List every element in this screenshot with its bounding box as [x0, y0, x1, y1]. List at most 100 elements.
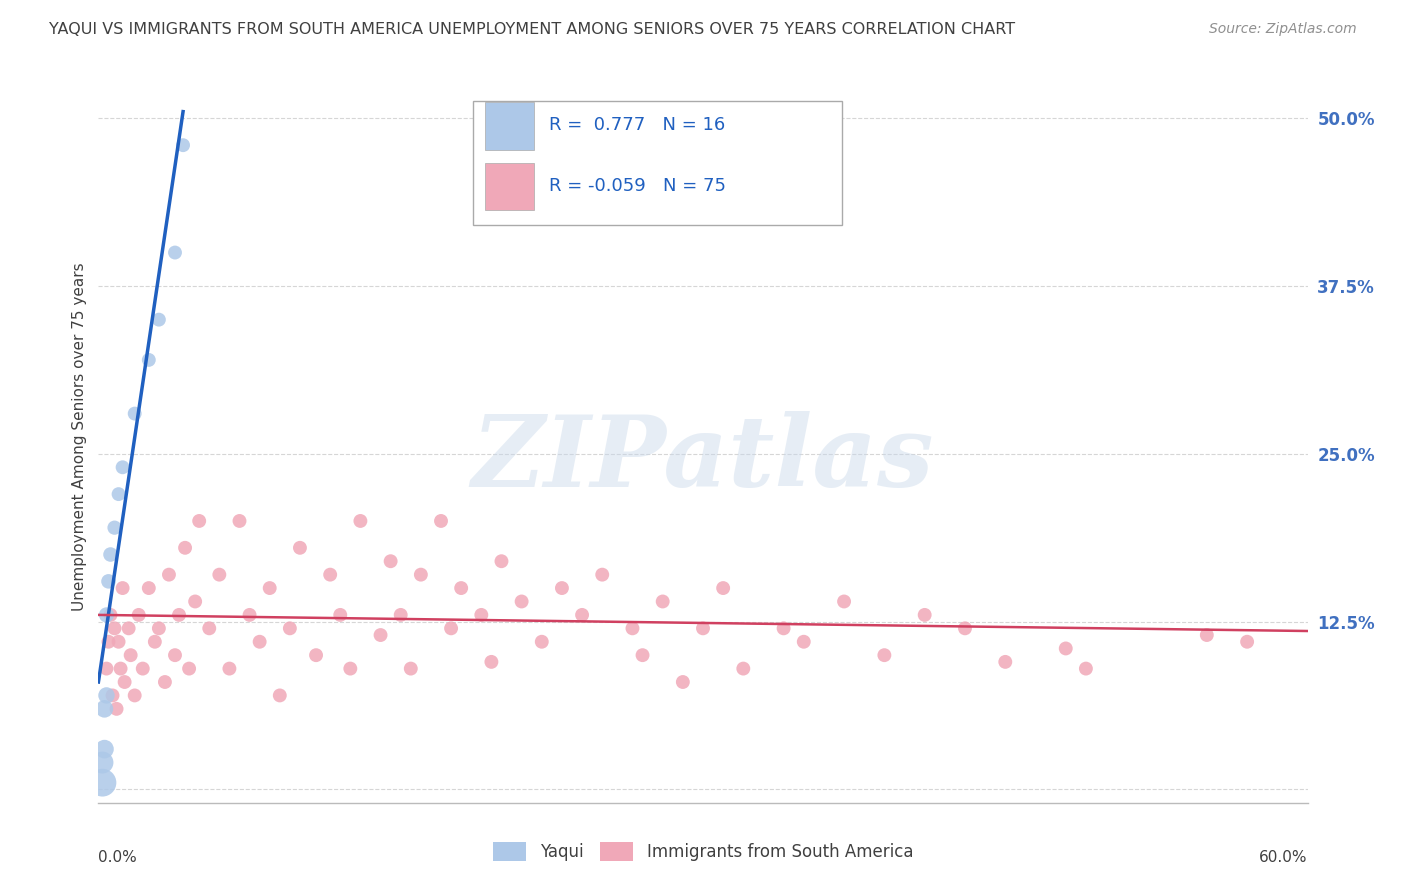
Point — [440, 621, 463, 635]
Point — [100, 548, 122, 562]
Point — [793, 634, 815, 648]
Point — [259, 581, 281, 595]
Point — [153, 675, 176, 690]
FancyBboxPatch shape — [474, 101, 842, 225]
Point — [305, 648, 328, 662]
Point — [97, 574, 120, 589]
Y-axis label: Unemployment Among Seniors over 75 years: Unemployment Among Seniors over 75 years — [72, 263, 87, 611]
Point — [1074, 662, 1097, 676]
Point — [91, 775, 114, 789]
Point — [399, 662, 422, 676]
Point — [208, 567, 231, 582]
Point — [111, 581, 134, 595]
Point — [591, 567, 613, 582]
Point — [97, 634, 120, 648]
Text: ZIPatlas: ZIPatlas — [472, 411, 934, 508]
Point — [1236, 634, 1258, 648]
Point — [430, 514, 453, 528]
Point — [269, 689, 291, 703]
Point — [128, 607, 150, 622]
Point — [184, 594, 207, 608]
Point — [174, 541, 197, 555]
Point — [349, 514, 371, 528]
Point — [103, 521, 125, 535]
Point — [733, 662, 755, 676]
Point — [157, 567, 180, 582]
Point — [188, 514, 211, 528]
Text: R = -0.059   N = 75: R = -0.059 N = 75 — [550, 178, 727, 195]
Point — [218, 662, 240, 676]
Point — [96, 689, 118, 703]
Point — [111, 460, 134, 475]
Point — [1195, 628, 1218, 642]
Point — [481, 655, 503, 669]
Point — [409, 567, 432, 582]
Point — [450, 581, 472, 595]
Point — [105, 702, 128, 716]
Point — [172, 138, 194, 153]
Point — [101, 689, 124, 703]
Point — [1054, 641, 1077, 656]
Point — [510, 594, 533, 608]
Point — [148, 312, 170, 326]
Point — [198, 621, 221, 635]
Point — [339, 662, 361, 676]
Point — [571, 607, 593, 622]
Point — [772, 621, 794, 635]
Point — [692, 621, 714, 635]
Legend: Yaqui, Immigrants from South America: Yaqui, Immigrants from South America — [486, 835, 920, 868]
Point — [132, 662, 155, 676]
Point — [96, 662, 118, 676]
Point — [873, 648, 896, 662]
Text: YAQUI VS IMMIGRANTS FROM SOUTH AMERICA UNEMPLOYMENT AMONG SENIORS OVER 75 YEARS : YAQUI VS IMMIGRANTS FROM SOUTH AMERICA U… — [49, 22, 1015, 37]
Point — [138, 581, 160, 595]
Point — [93, 742, 115, 756]
Point — [319, 567, 342, 582]
Point — [93, 702, 115, 716]
Point — [167, 607, 190, 622]
Point — [994, 655, 1017, 669]
Point — [329, 607, 352, 622]
Text: R =  0.777   N = 16: R = 0.777 N = 16 — [550, 116, 725, 134]
Point — [832, 594, 855, 608]
Point — [107, 634, 129, 648]
Point — [100, 607, 122, 622]
Point — [621, 621, 644, 635]
Point — [124, 407, 146, 421]
Point — [530, 634, 553, 648]
Text: 0.0%: 0.0% — [98, 850, 138, 864]
Point — [551, 581, 574, 595]
Point — [179, 662, 201, 676]
Point — [148, 621, 170, 635]
FancyBboxPatch shape — [485, 102, 534, 150]
Point — [96, 607, 118, 622]
Point — [288, 541, 311, 555]
Point — [138, 352, 160, 367]
Point — [389, 607, 412, 622]
Point — [470, 607, 492, 622]
Point — [163, 648, 186, 662]
Point — [120, 648, 142, 662]
Point — [651, 594, 673, 608]
Point — [143, 634, 166, 648]
Point — [491, 554, 513, 568]
Point — [631, 648, 654, 662]
Text: Source: ZipAtlas.com: Source: ZipAtlas.com — [1209, 22, 1357, 37]
Point — [103, 621, 125, 635]
Point — [110, 662, 132, 676]
Point — [370, 628, 392, 642]
Point — [672, 675, 695, 690]
Point — [228, 514, 250, 528]
Text: 60.0%: 60.0% — [1260, 850, 1308, 864]
Point — [124, 689, 146, 703]
Point — [239, 607, 262, 622]
FancyBboxPatch shape — [485, 163, 534, 211]
Point — [118, 621, 141, 635]
Point — [249, 634, 271, 648]
Point — [107, 487, 129, 501]
Point — [91, 756, 114, 770]
Point — [380, 554, 402, 568]
Point — [114, 675, 136, 690]
Point — [953, 621, 976, 635]
Point — [914, 607, 936, 622]
